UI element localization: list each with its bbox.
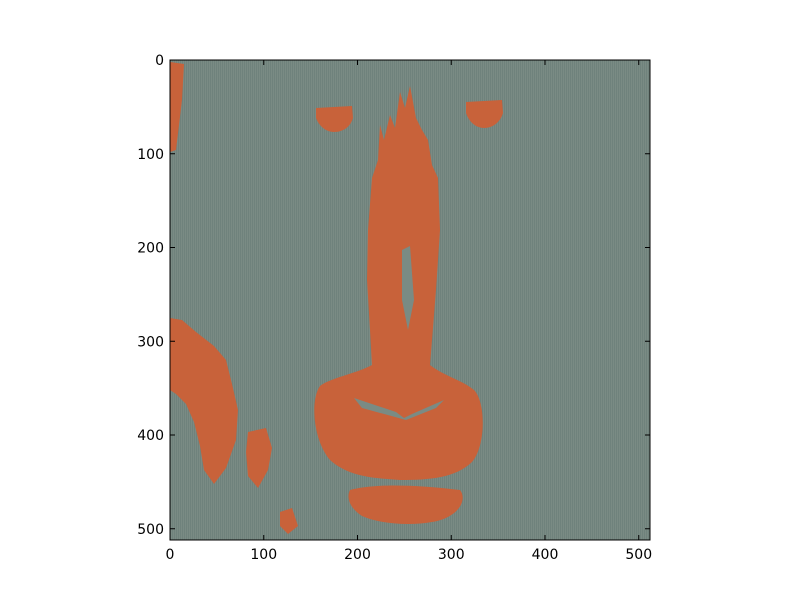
y-tick-label: 200	[137, 241, 164, 257]
y-tick-label: 400	[137, 428, 164, 444]
x-axis: 0 100 200 300 400 500	[166, 60, 652, 563]
x-tick-label: 300	[438, 547, 465, 563]
x-tick-label: 100	[250, 547, 277, 563]
nostril-line	[354, 398, 444, 420]
y-tick-label: 500	[137, 522, 164, 538]
image-plot-area	[170, 60, 650, 540]
image-highlight-regions	[170, 62, 503, 534]
y-tick-label: 0	[155, 53, 164, 69]
y-tick-label: 100	[137, 147, 164, 163]
muzzle-blob	[314, 365, 483, 480]
y-tick-label: 300	[137, 334, 164, 350]
nose-bridge-blob	[367, 86, 440, 372]
x-tick-label: 400	[532, 547, 559, 563]
y-axis: 0 100 200 300 400 500	[137, 53, 650, 538]
x-tick-label: 0	[166, 547, 175, 563]
x-tick-label: 200	[344, 547, 371, 563]
chin-blob	[348, 485, 463, 524]
left-eye-blob	[316, 106, 353, 132]
left-fur-patch-lower	[170, 318, 238, 484]
x-tick-label: 500	[625, 547, 652, 563]
muzzle-detail	[354, 246, 444, 420]
left-fur-patch-upper	[170, 62, 184, 152]
right-eye-blob	[466, 100, 503, 128]
axes-frame	[169, 59, 651, 541]
bottom-speckle	[280, 508, 298, 534]
lower-left-speckle	[246, 428, 272, 488]
nose-center-streak	[402, 246, 414, 330]
